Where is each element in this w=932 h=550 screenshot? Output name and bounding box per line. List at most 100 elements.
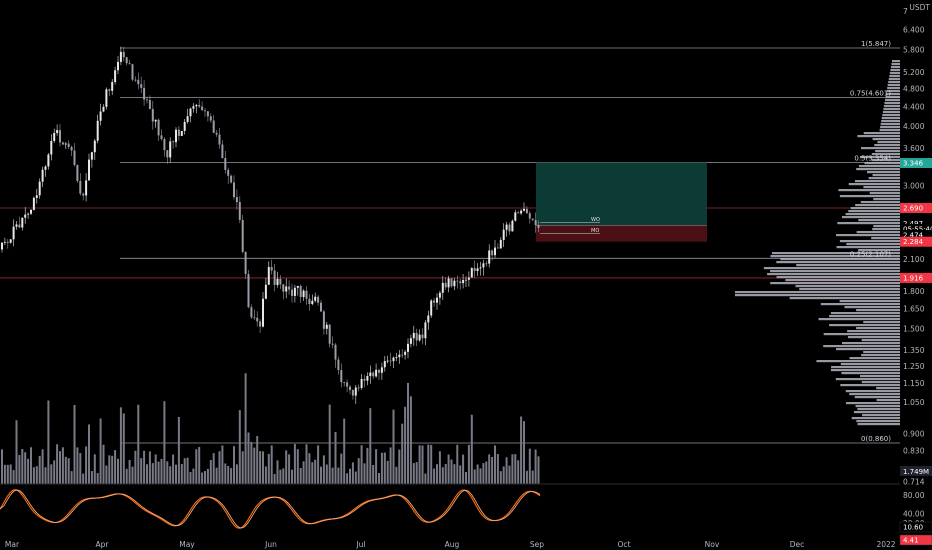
candle-body — [331, 343, 334, 345]
volume-bar — [363, 463, 366, 484]
profile-bar — [856, 420, 900, 423]
profile-bar — [831, 366, 900, 369]
volume-bar — [496, 454, 499, 484]
candle-body — [64, 143, 67, 145]
candle-body — [357, 387, 360, 389]
price-badge-label: 2.690 — [903, 204, 923, 212]
profile-bar — [861, 354, 900, 357]
time-label: Jul — [355, 540, 365, 549]
volume-bar — [291, 469, 293, 484]
profile-bar — [860, 201, 900, 204]
price-badge — [900, 236, 932, 247]
volume-bar — [131, 466, 134, 484]
volume-bar — [514, 454, 517, 484]
profile-bar — [883, 108, 900, 111]
volume-bar — [473, 469, 476, 484]
profile-bar — [838, 189, 900, 192]
time-axis[interactable]: Mar Apr May Jun Jul Aug Sep Oct Nov Dec 2022 — [5, 540, 896, 549]
candle-body — [485, 263, 488, 265]
profile-bar — [858, 249, 900, 252]
candle-body — [508, 224, 511, 232]
candle-body — [221, 144, 224, 159]
candle-body — [169, 141, 172, 158]
candle-body — [372, 372, 375, 377]
candle-body — [465, 279, 467, 281]
candle-body — [56, 130, 59, 133]
profile-bar — [871, 153, 900, 156]
candle-body — [227, 169, 230, 176]
stochastic-oscillator — [0, 489, 541, 529]
profile-bar — [892, 60, 900, 63]
candle-body — [15, 224, 18, 227]
volume-bar — [262, 451, 264, 484]
volume-bar — [88, 424, 90, 484]
volume-bar — [317, 445, 320, 484]
candle-body — [41, 169, 44, 182]
profile-bar — [881, 120, 900, 123]
volume-bar — [534, 449, 537, 484]
volume-bar — [276, 460, 279, 484]
volume-bar — [322, 455, 325, 484]
profile-bar — [858, 219, 900, 222]
candle-body — [125, 57, 128, 64]
candle-body — [122, 51, 125, 58]
long-position-tool[interactable]: WO MO — [536, 162, 707, 242]
candle-body — [491, 250, 494, 256]
profile-bar — [840, 363, 900, 366]
candle-body — [90, 152, 93, 160]
position-label-upper: WO — [591, 217, 600, 223]
loss-zone[interactable] — [536, 225, 707, 242]
osc-badge-label: 4.41 — [903, 537, 919, 545]
volume-bar — [520, 416, 523, 484]
profile-bar — [882, 114, 900, 117]
profile-bar — [886, 90, 900, 93]
candle-body — [453, 280, 456, 287]
profile-bar — [872, 174, 900, 177]
profile-bar — [856, 231, 900, 234]
candle-body — [334, 344, 337, 360]
profile-bar — [879, 129, 900, 132]
volume-bar — [511, 454, 514, 484]
volume-bar — [366, 447, 369, 484]
stoch-d-line — [0, 489, 541, 529]
profile-bar — [845, 213, 900, 216]
volume-bar — [128, 459, 131, 484]
candle-body — [267, 267, 270, 285]
volume-bar — [41, 449, 44, 484]
volume-bar — [3, 464, 6, 484]
position-label-lower: MO — [591, 228, 599, 234]
candle-body — [247, 274, 250, 308]
volume-bar — [459, 465, 462, 484]
osc-badge-label: 10.60 — [903, 524, 923, 532]
time-label: Oct — [618, 540, 631, 549]
volume-bar — [288, 454, 291, 484]
volume-bar — [264, 466, 267, 484]
volume-bar — [206, 468, 209, 484]
profile-bar — [887, 84, 900, 87]
candle-body — [204, 110, 206, 112]
profile-bar — [890, 66, 900, 69]
profile-bar — [857, 408, 900, 411]
volume-bar — [531, 470, 534, 484]
candle-body — [525, 208, 528, 214]
profile-bar — [735, 291, 900, 294]
profit-zone[interactable] — [536, 162, 707, 226]
candle-body — [378, 369, 380, 373]
profile-bar — [855, 405, 900, 408]
volume-bar — [256, 436, 259, 484]
candle-body — [119, 51, 122, 62]
candle-body — [534, 220, 537, 226]
volume-bar — [172, 454, 175, 484]
fib-label: 0.5(3.354) — [854, 155, 891, 163]
candle-body — [380, 367, 383, 373]
profile-bar — [776, 261, 900, 264]
candle-body — [6, 242, 9, 243]
volume-bar — [125, 468, 128, 484]
candle-body — [438, 292, 441, 298]
candle-body — [183, 121, 186, 131]
profile-bar — [840, 384, 900, 387]
profile-bar — [877, 141, 900, 144]
